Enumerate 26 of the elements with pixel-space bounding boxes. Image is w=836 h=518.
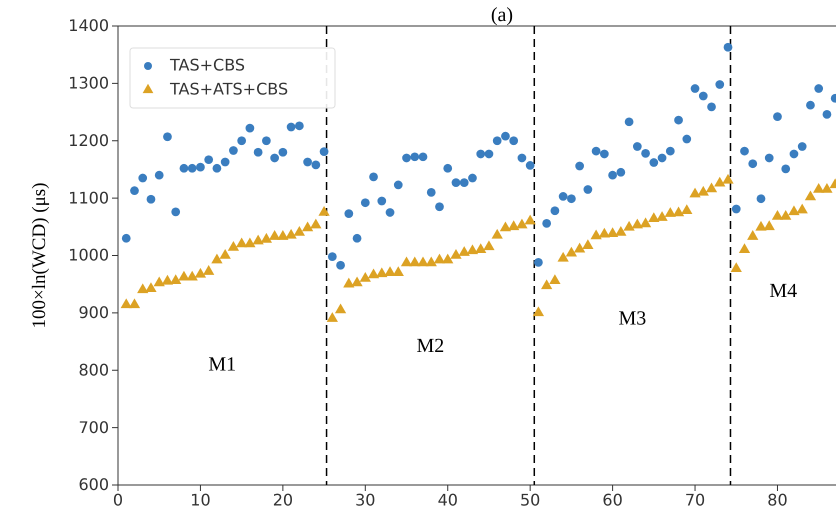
annotation: M2: [416, 334, 444, 357]
y-tick-label: 800: [78, 360, 109, 380]
y-axis-title: 100×ln(WCD) (μs): [29, 182, 50, 328]
y-tick-label: 1200: [68, 130, 109, 150]
y-tick-label: 900: [78, 302, 109, 322]
y-tick-label: 600: [78, 475, 109, 494]
x-tick-label: 30: [355, 490, 376, 510]
legend-label: TAS+CBS: [169, 55, 246, 74]
annotation: M4: [769, 280, 798, 302]
x-tick-label: 40: [438, 490, 458, 510]
x-tick-label: 70: [684, 490, 706, 510]
x-tick-label: 50: [520, 490, 540, 510]
legend-label: TAS+ATS+CBS: [169, 79, 288, 98]
x-tick-label: 80: [767, 490, 788, 510]
y-tick-label: 1300: [68, 73, 109, 92]
x-tick-label: 20: [272, 490, 294, 510]
annotation: M3: [618, 307, 646, 330]
x-tick-label: 10: [190, 490, 211, 510]
x-tick-label: 0: [112, 490, 124, 510]
chart-title: (a): [490, 4, 514, 26]
y-tick-label: 1400: [68, 16, 109, 36]
annotation: M1: [208, 353, 236, 376]
y-tick-label: 1100: [68, 188, 109, 208]
y-tick-label: 1000: [68, 246, 109, 265]
y-tick-label: 700: [78, 418, 109, 437]
x-tick-label: 60: [602, 490, 623, 510]
